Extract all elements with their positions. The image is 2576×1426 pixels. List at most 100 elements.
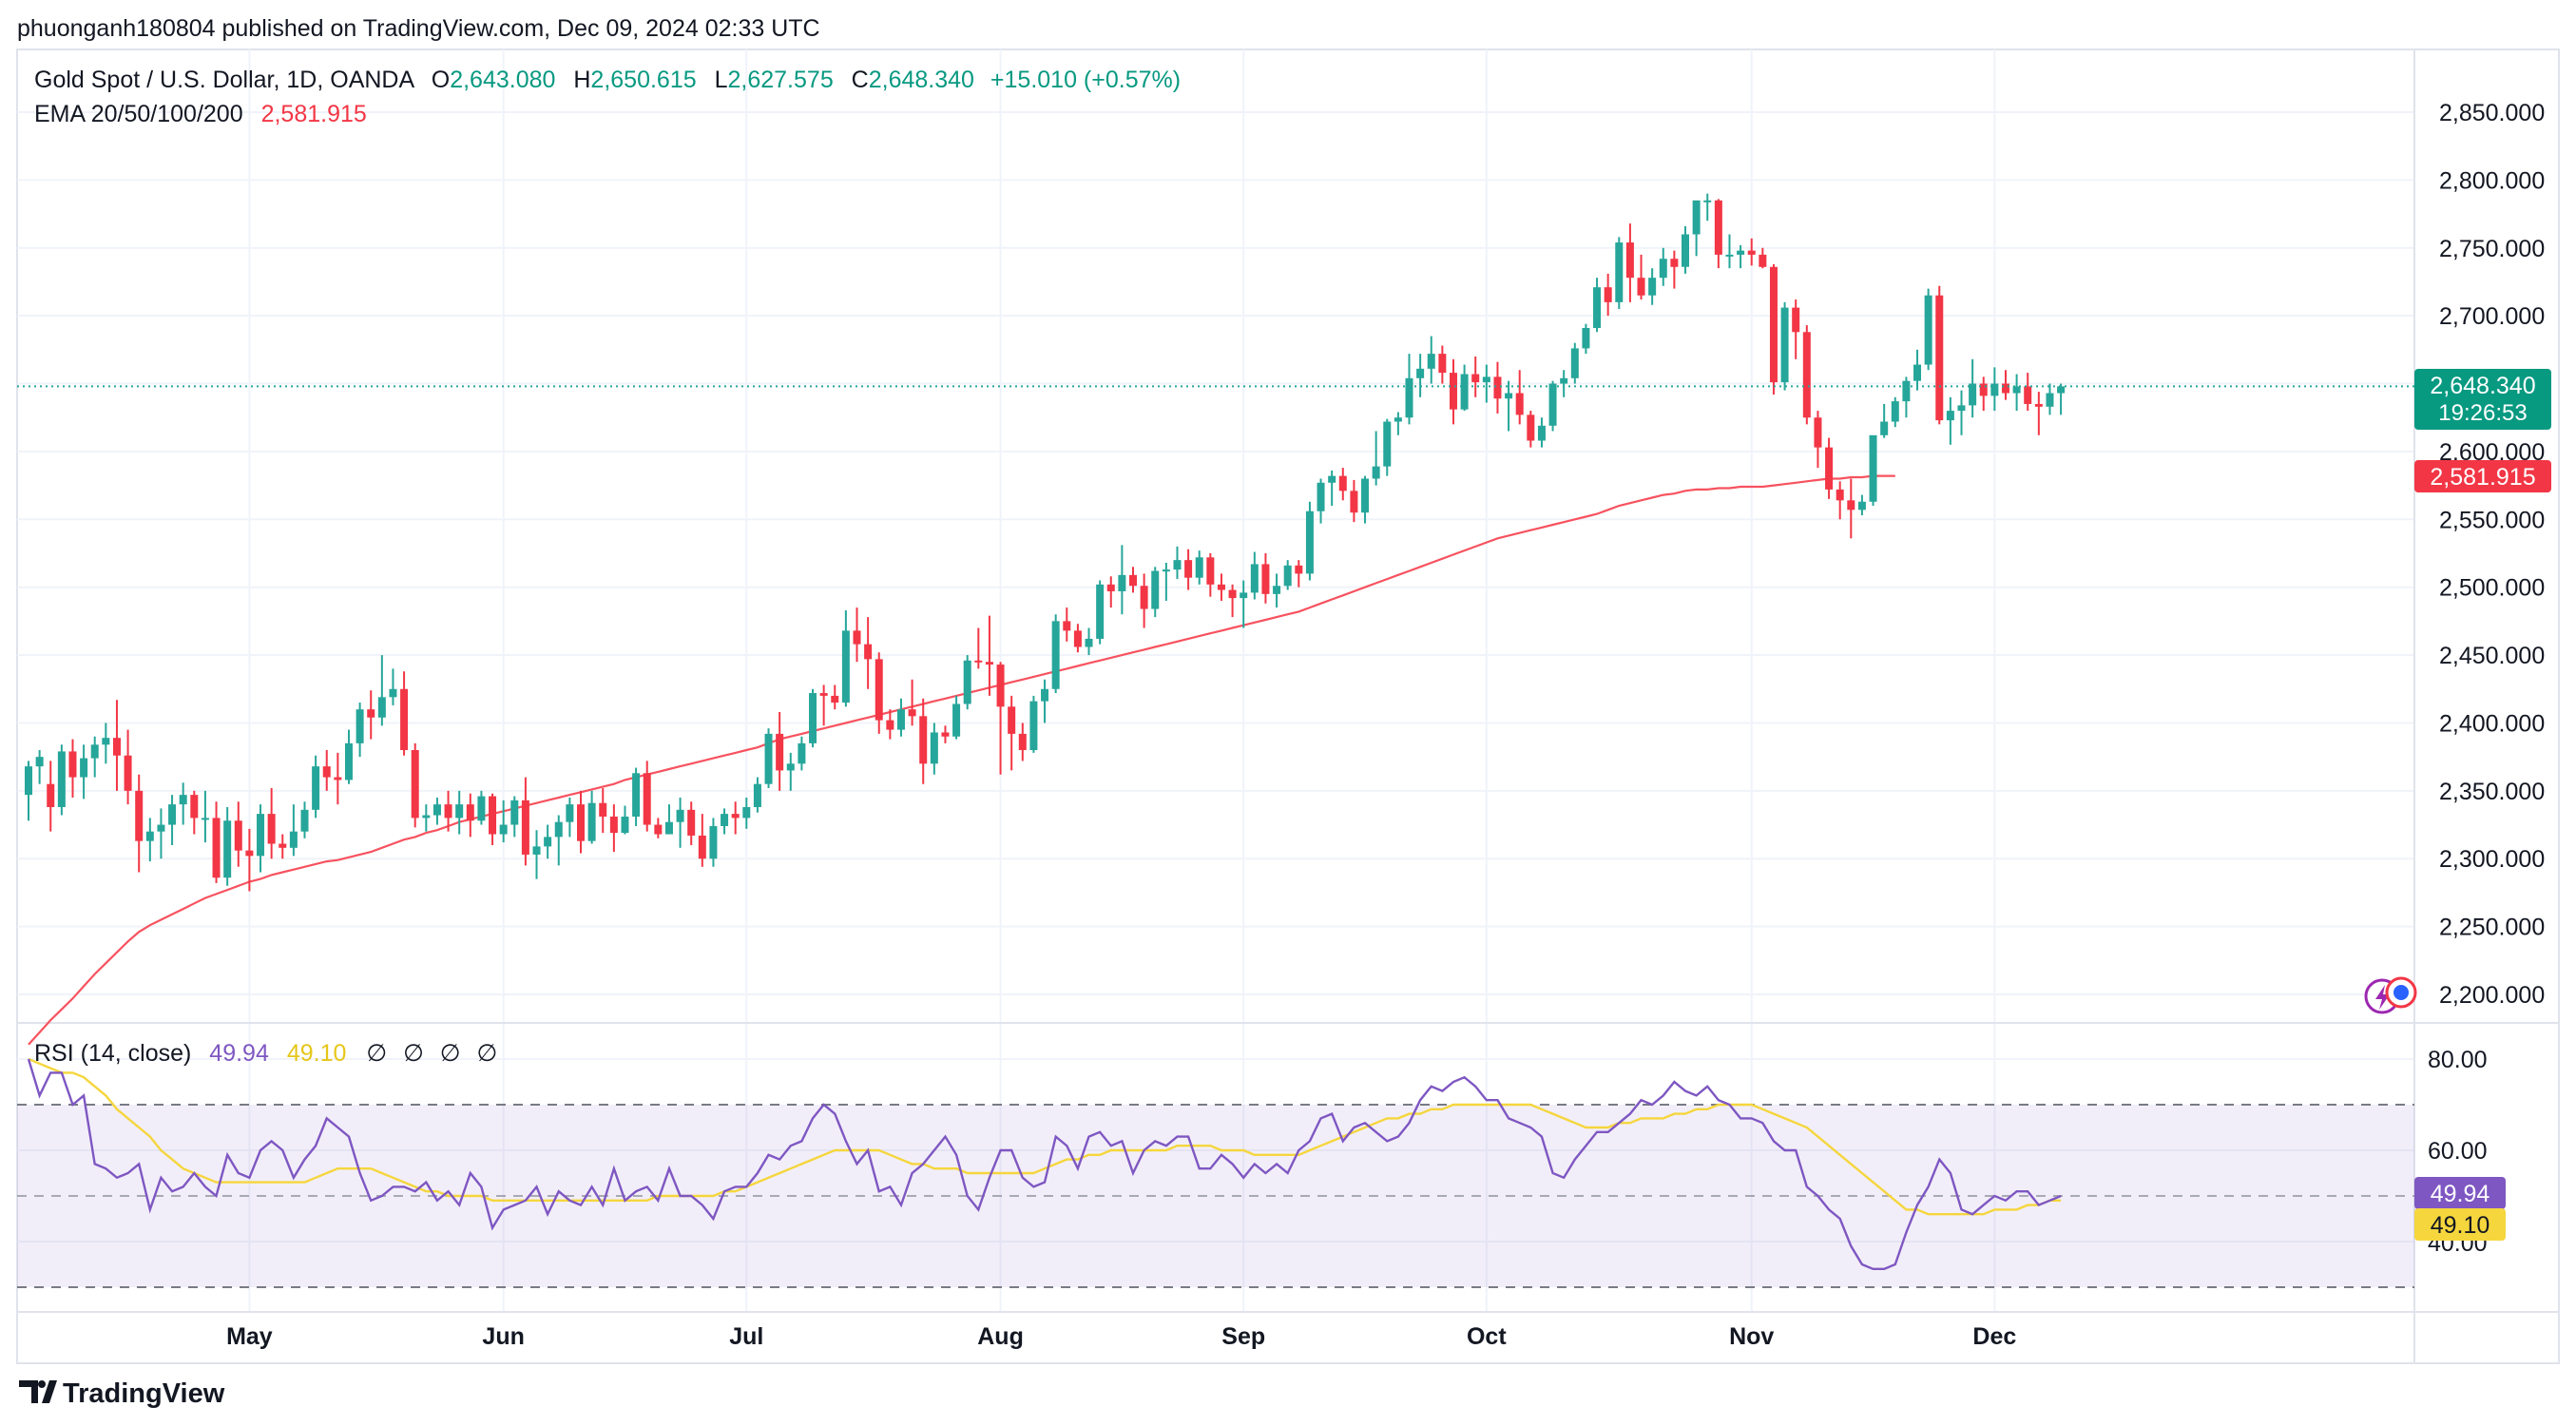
- candle-body: [1857, 501, 1866, 511]
- candle-body: [1240, 592, 1248, 599]
- candle-body: [1372, 466, 1380, 479]
- candle-body: [400, 688, 409, 751]
- candle-body: [1682, 234, 1689, 267]
- candle-body: [1051, 621, 1060, 689]
- candle-body: [212, 818, 221, 878]
- candle: [68, 739, 77, 798]
- candle: [1140, 573, 1148, 628]
- candle: [1515, 370, 1524, 425]
- candle: [422, 804, 431, 832]
- candle: [1129, 567, 1137, 593]
- candle: [112, 700, 121, 791]
- candle-body: [1780, 307, 1789, 383]
- candle: [279, 834, 287, 859]
- candle-body: [1383, 421, 1392, 467]
- candle-body: [1228, 589, 1237, 599]
- candle: [709, 818, 718, 867]
- candle-body: [1361, 478, 1370, 513]
- candle: [1250, 551, 1259, 600]
- candle: [554, 815, 563, 866]
- candle-body: [1537, 425, 1546, 441]
- candle-body: [764, 733, 773, 784]
- rsi-empty-value: ∅: [476, 1040, 498, 1067]
- candle-body: [179, 795, 187, 805]
- candle: [2034, 392, 2043, 435]
- candle: [1085, 627, 1093, 656]
- candle: [1836, 481, 1844, 520]
- candle: [135, 774, 144, 873]
- candle-body: [1957, 405, 1966, 412]
- candle: [1692, 200, 1701, 257]
- ema-legend-value: 2,581.915: [260, 101, 367, 127]
- candle-body: [1625, 242, 1634, 279]
- change-value: +15.010 (+0.57%): [990, 67, 1182, 93]
- rsi-ma-badge-value: 49.10: [2431, 1212, 2490, 1239]
- time-axis[interactable]: May Jun Jul Aug Sep Oct Nov Dec: [226, 1323, 2016, 1350]
- candle-body: [444, 804, 452, 819]
- rsi-axis[interactable]: 60.00 80.00: [2428, 1047, 2488, 1165]
- rsi-legend-label[interactable]: RSI (14, close): [34, 1040, 192, 1067]
- candle: [455, 790, 464, 835]
- candle-body: [145, 831, 154, 841]
- rsi-legend[interactable]: RSI (14, close) 49.94 49.10 ∅ ∅ ∅ ∅: [34, 1039, 497, 1068]
- candle: [1283, 560, 1292, 590]
- candle-body: [1515, 393, 1524, 415]
- candle: [721, 808, 729, 835]
- candle: [1847, 478, 1855, 539]
- candle: [499, 800, 508, 843]
- ema-legend-label[interactable]: EMA 20/50/100/200: [34, 101, 243, 127]
- candle: [1714, 199, 1722, 269]
- candle-body: [1416, 368, 1425, 378]
- candle-body: [599, 802, 607, 817]
- candle: [344, 729, 353, 784]
- candle-body: [1350, 491, 1358, 513]
- symbol-title[interactable]: Gold Spot / U.S. Dollar, 1D, OANDA: [34, 67, 413, 93]
- events-icons[interactable]: [2364, 976, 2417, 1014]
- candle: [941, 725, 950, 743]
- price-tick-label: 2,700.000: [2439, 303, 2545, 330]
- candle: [1394, 412, 1402, 435]
- ema-badge-value: 2,581.915: [2430, 464, 2535, 491]
- candle-body: [1990, 383, 1999, 396]
- candle-body: [1924, 295, 1932, 365]
- candle-body: [919, 716, 928, 764]
- price-axis[interactable]: 2,200.000 2,250.000 2,300.000 2,350.000 2,40…: [2439, 100, 2545, 1009]
- candle-body: [941, 732, 950, 737]
- candle-body: [102, 738, 110, 745]
- candle: [145, 818, 154, 862]
- candle-body: [47, 783, 55, 807]
- tradingview-logo[interactable]: TradingView: [19, 1378, 225, 1409]
- price-legend[interactable]: Gold Spot / U.S. Dollar, 1D, OANDA O2,64…: [34, 67, 1181, 94]
- candle: [1228, 584, 1237, 618]
- candle: [2057, 383, 2066, 415]
- candle-body: [1184, 560, 1193, 578]
- ema-line: [28, 474, 1895, 1046]
- candle-body: [1935, 295, 1944, 421]
- candle: [124, 729, 132, 805]
- high-value: 2,650.615: [590, 67, 697, 93]
- candle-body: [1096, 584, 1105, 639]
- candle: [510, 796, 519, 838]
- candle-body: [798, 742, 806, 764]
- candle-body: [1637, 278, 1645, 296]
- candle: [1891, 396, 1899, 428]
- time-tick-label: Sep: [1221, 1323, 1265, 1350]
- candle-body: [1527, 414, 1535, 441]
- candle-body: [1471, 374, 1480, 383]
- candle-body: [1018, 733, 1027, 751]
- ema-legend[interactable]: EMA 20/50/100/200 2,581.915: [34, 101, 367, 128]
- candle: [1217, 573, 1225, 601]
- price-grid: [17, 49, 2414, 1023]
- candle-body: [1295, 565, 1303, 574]
- candle: [1273, 573, 1281, 608]
- candle-body: [742, 806, 751, 819]
- candle-body: [1041, 688, 1049, 702]
- candle-body: [168, 804, 177, 825]
- price-tick-label: 2,550.000: [2439, 507, 2545, 533]
- candle: [2024, 373, 2032, 412]
- candle-body: [322, 766, 331, 778]
- candle: [1759, 247, 1767, 269]
- candle-body: [1029, 701, 1038, 751]
